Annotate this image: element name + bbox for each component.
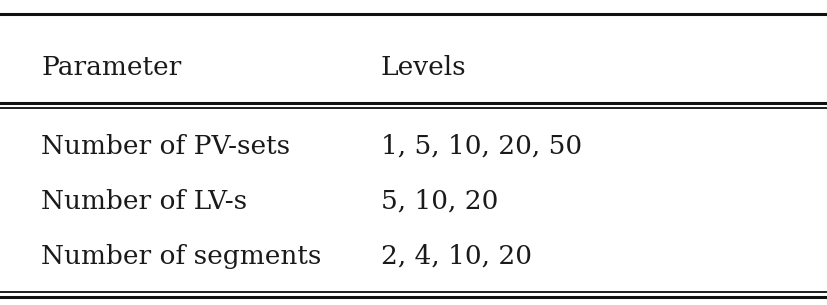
Text: Number of PV-sets: Number of PV-sets [41, 134, 290, 159]
Text: Number of LV-s: Number of LV-s [41, 189, 247, 214]
Text: Number of segments: Number of segments [41, 244, 322, 269]
Text: 1, 5, 10, 20, 50: 1, 5, 10, 20, 50 [380, 134, 581, 159]
Text: 2, 4, 10, 20: 2, 4, 10, 20 [380, 244, 531, 269]
Text: Levels: Levels [380, 55, 466, 80]
Text: 5, 10, 20: 5, 10, 20 [380, 189, 498, 214]
Text: Parameter: Parameter [41, 55, 181, 80]
